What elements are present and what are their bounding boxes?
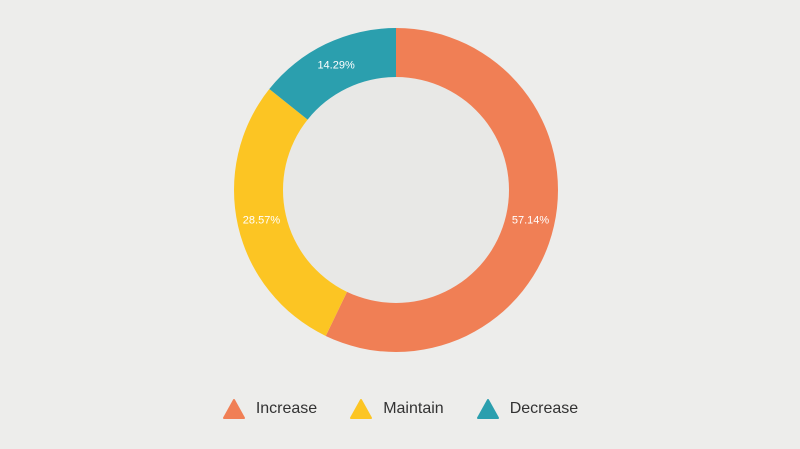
slice-maintain[interactable] — [234, 89, 347, 336]
triangle-icon — [349, 398, 373, 420]
slices-group — [234, 28, 558, 353]
legend: Increase Maintain Decrease — [0, 398, 800, 420]
triangle-icon — [476, 398, 500, 420]
legend-label-decrease: Decrease — [509, 400, 579, 417]
donut-chart: 57.14% 28.57% 14.29% — [234, 28, 558, 353]
triangle-icon — [222, 398, 246, 420]
slice-increase[interactable] — [325, 28, 558, 353]
legend-item-maintain[interactable]: Maintain — [349, 398, 444, 420]
legend-label-maintain: Maintain — [383, 400, 444, 417]
slice-label-maintain: 28.57% — [243, 215, 281, 227]
slice-label-decrease: 14.29% — [317, 60, 355, 72]
slice-label-increase: 57.14% — [512, 215, 550, 227]
slice-decrease[interactable] — [269, 28, 396, 120]
legend-label-increase: Increase — [255, 400, 318, 417]
legend-item-increase[interactable]: Increase — [222, 398, 317, 420]
donut-hole — [283, 77, 509, 303]
labels-group: 57.14% 28.57% 14.29% — [243, 60, 550, 227]
legend-item-decrease[interactable]: Decrease — [476, 398, 578, 420]
